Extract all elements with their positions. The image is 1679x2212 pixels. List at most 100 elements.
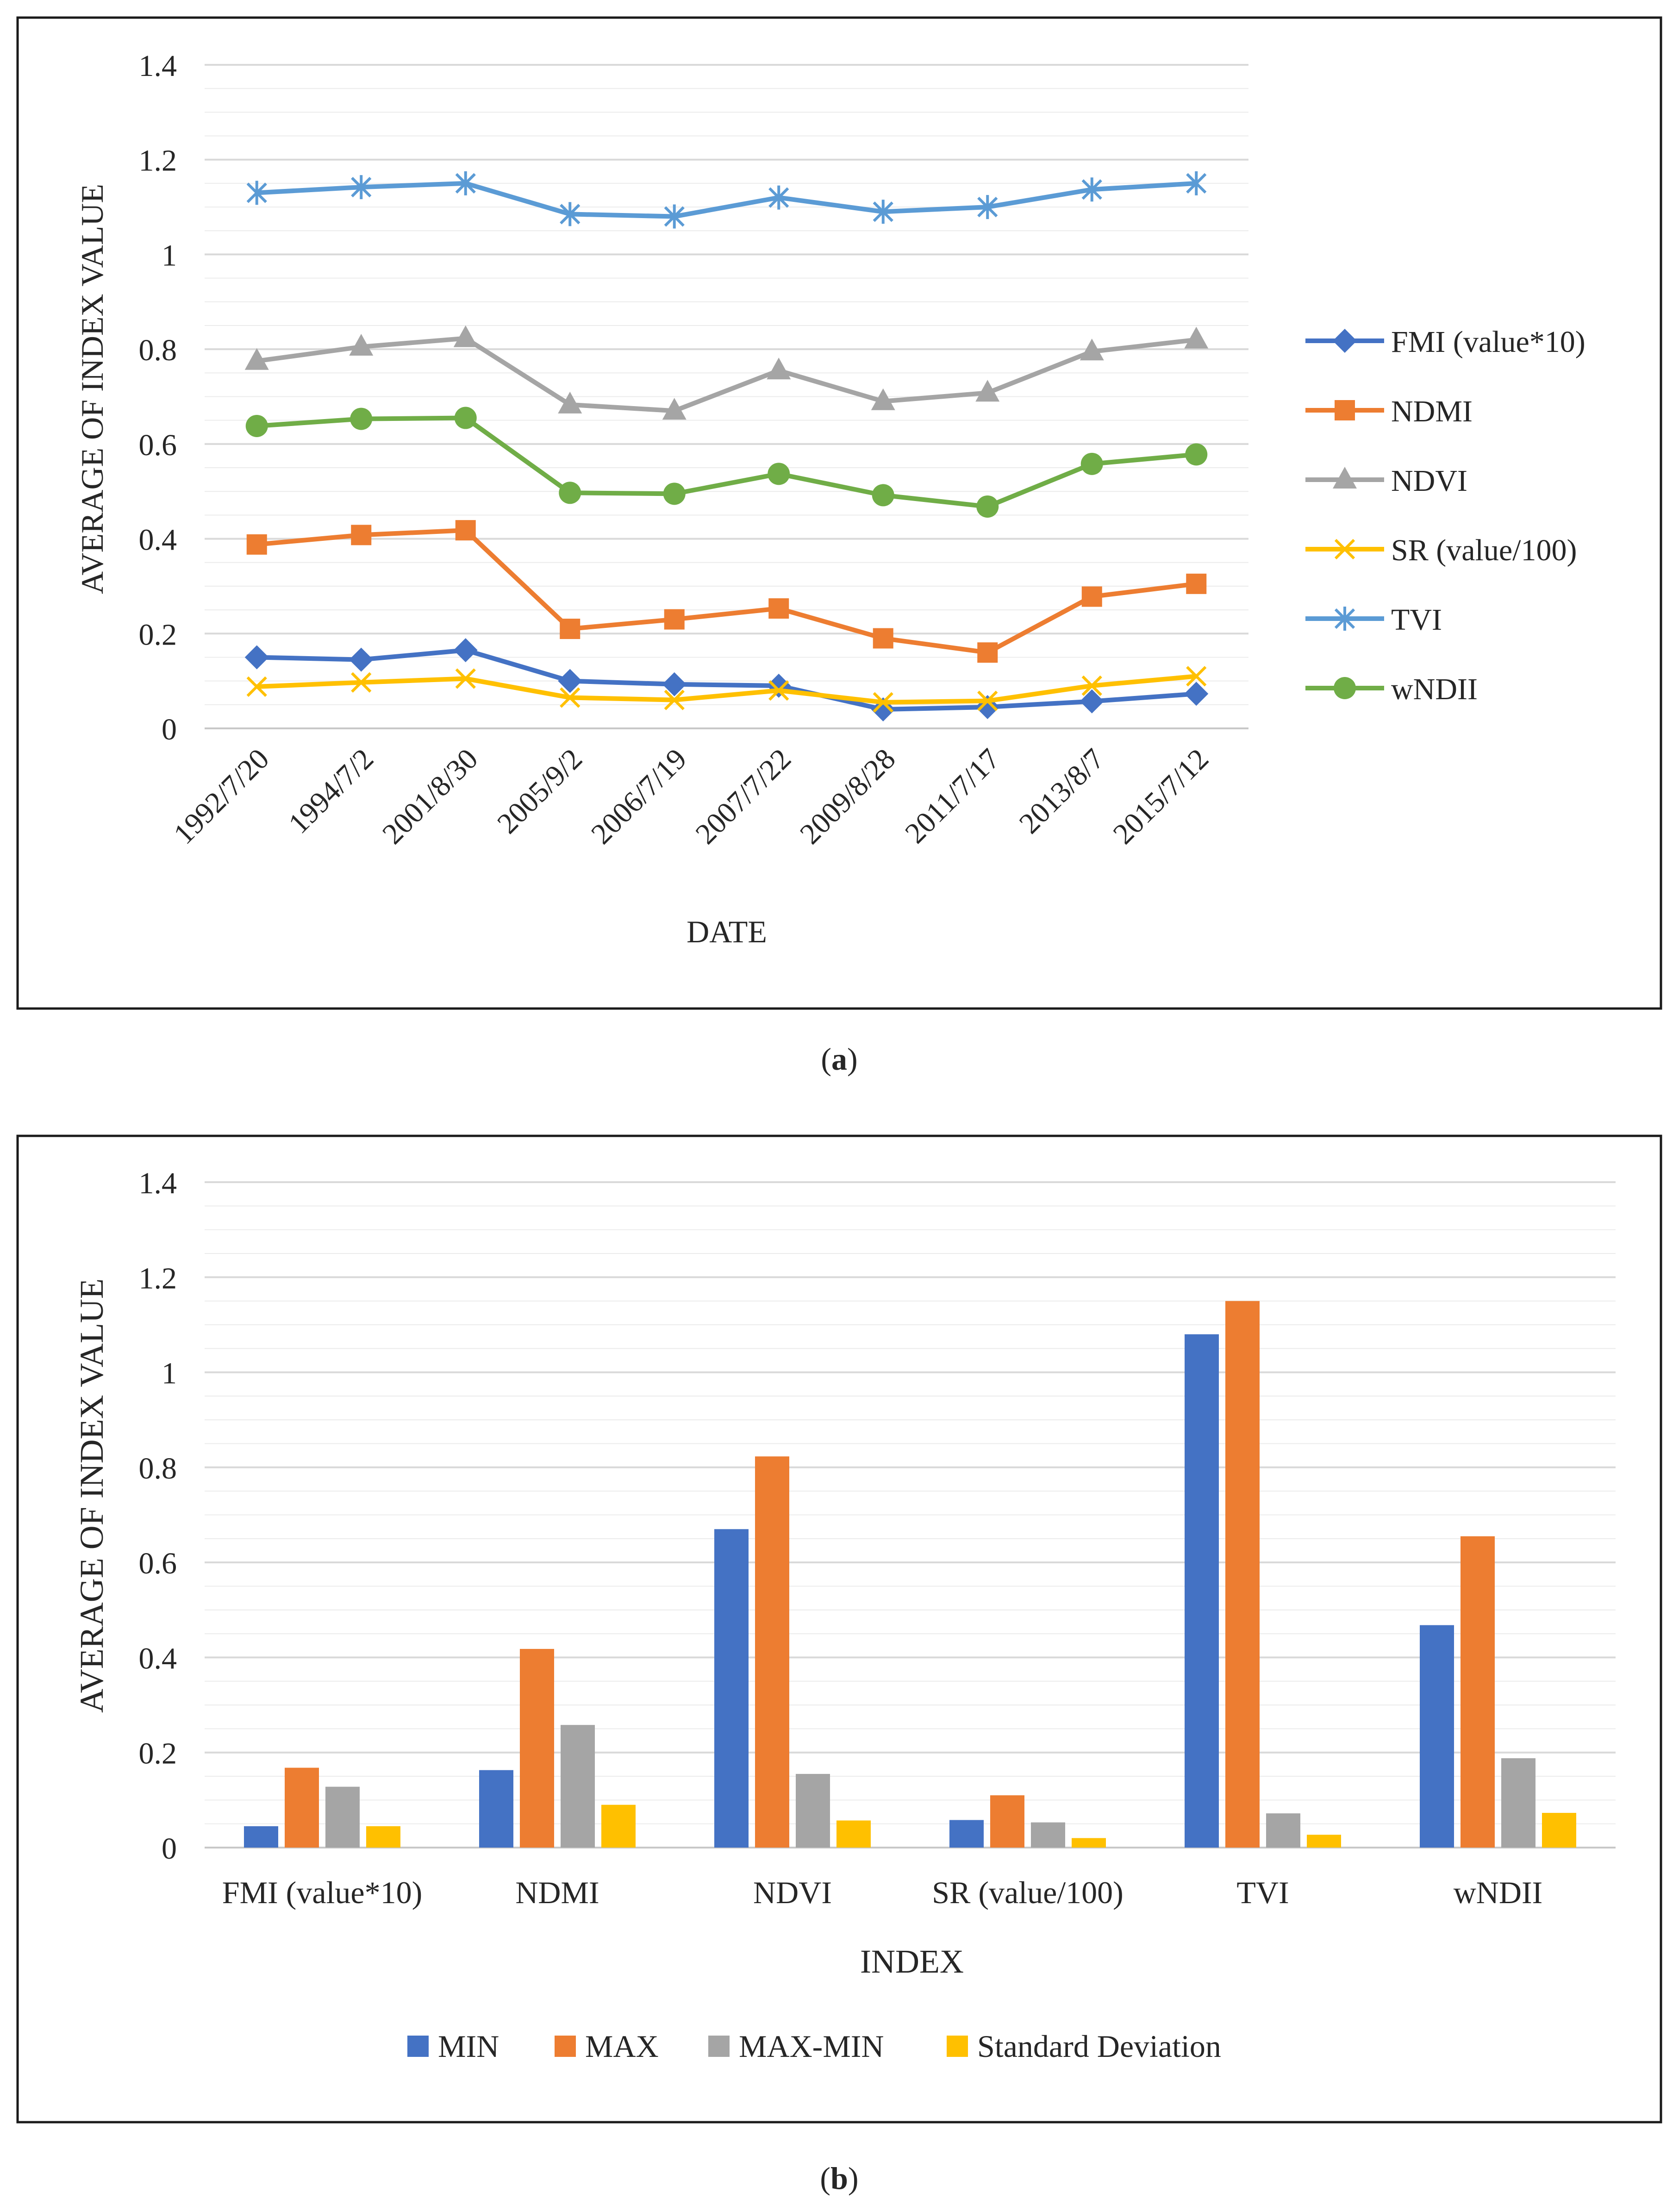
data-point [350,407,373,430]
legend-item: NDVI [1305,464,1467,498]
panel-a-series [244,171,1209,722]
legend-label: MIN [438,2029,499,2064]
y-tick-label: 0.4 [139,523,177,557]
data-point [664,204,685,229]
panel-b-frame [16,1134,1662,2124]
y-tick-label: 1.2 [139,1261,177,1295]
bar-group [714,1456,871,1848]
bar-std [366,1826,400,1848]
series-ndmi [246,520,1207,663]
x-tick-label: NDVI [753,1875,832,1910]
series-wndii [245,407,1208,518]
legend-label: NDMI [1391,395,1473,428]
data-point [871,388,895,410]
data-point [455,171,476,195]
data-point [244,645,269,670]
legend-item: SR (value/100) [1305,533,1577,567]
legend-label: NDVI [1391,464,1467,498]
data-point [244,348,269,370]
data-point [560,619,580,639]
data-point [872,484,894,507]
series-line [256,415,1197,509]
legend-label: wNDII [1391,672,1478,706]
panel-a-legend: FMI (value*10) NDMI NDVI SR (value/100) TVI w… [1305,325,1585,706]
bar-maxmin [561,1725,595,1848]
legend-label: FMI (value*10) [1391,325,1585,359]
legend-item: TVI [1305,603,1442,637]
panel-b-caption: (b) [820,2161,858,2196]
data-point [1186,666,1207,687]
legend-label: Standard Deviation [977,2029,1221,2064]
data-point [1081,177,1102,202]
data-point [663,483,686,505]
y-tick-label: 0.6 [139,428,177,462]
data-point [455,520,476,541]
y-tick-label: 1.4 [139,49,177,83]
bar-std [1072,1838,1106,1848]
data-point [349,334,374,356]
legend-swatch [708,2036,730,2057]
data-point [1081,675,1102,696]
panel-b-x-ticks: FMI (value*10) NDMI NDVI SR (value/100) TVI w… [222,1875,1543,1910]
data-point [1186,171,1207,195]
data-point [1080,452,1103,475]
bar-max [1461,1536,1495,1848]
data-point [351,525,372,545]
data-point [1080,689,1104,714]
data-point [1184,682,1209,706]
legend-label: TVI [1391,603,1442,637]
data-point [662,672,687,696]
legend-marker [1334,607,1355,631]
panel-a: 00.20.40.60.811.21.4 1992/7/20 1994/7/220… [16,16,1662,1010]
bar-std [601,1805,636,1848]
y-tick-label: 0 [162,713,177,746]
data-point [977,195,998,219]
panel-a-gridlines [205,64,1248,729]
data-point [976,495,999,518]
bar-min [1420,1625,1454,1848]
panel-b-y-ticks: 0 0.2 0.4 0.6 0.8 1 1.2 1.4 [139,1166,177,1866]
legend-marker [1335,400,1355,420]
series-tvi [246,171,1207,229]
y-tick-label: 1 [162,238,177,272]
y-tick-label: 1.4 [139,1166,177,1200]
bar-maxmin [325,1786,360,1848]
panel-a-caption: (a) [821,1041,857,1077]
panel-b-caption-letter: b [830,2161,848,2196]
y-tick-label: 1.2 [139,144,177,178]
panel-b-legend: MIN MAX MAX-MIN Standard Deviation [407,2029,1221,2064]
x-tick-label: wNDII [1454,1875,1543,1910]
data-point [558,391,582,414]
series-line [256,648,1197,712]
bar-group [1420,1536,1576,1848]
bar-min [479,1770,513,1848]
bar-group [244,1767,400,1848]
data-point [873,200,893,224]
bar-min [244,1826,278,1848]
panel-b-x-axis-label: INDEX [860,1943,964,1980]
x-tick-label: FMI (value*10) [222,1875,422,1910]
data-point [349,647,374,672]
legend-label: SR (value/100) [1391,533,1577,567]
data-point [977,690,998,711]
series-line [256,336,1197,414]
panel-b-bars [244,1301,1576,1848]
bar-max [755,1456,789,1848]
bar-group [949,1795,1106,1848]
data-point [664,609,685,630]
data-point [558,669,582,693]
bar-maxmin [1266,1813,1300,1848]
bar-maxmin [1501,1758,1535,1848]
data-point [662,398,687,420]
legend-marker [1334,539,1355,560]
panel-a-x-axis-label: DATE [687,914,767,949]
bar-maxmin [1031,1822,1065,1848]
data-point [453,325,478,347]
y-tick-label: 0.2 [139,1737,177,1771]
data-point [1186,573,1207,594]
panel-a-y-axis-label: AVERAGE OF INDEX VALUE [75,184,110,594]
y-tick-label: 0 [162,1832,177,1866]
y-tick-label: 0.6 [139,1547,177,1580]
data-point [246,181,267,205]
legend-label: MAX-MIN [739,2029,884,2064]
